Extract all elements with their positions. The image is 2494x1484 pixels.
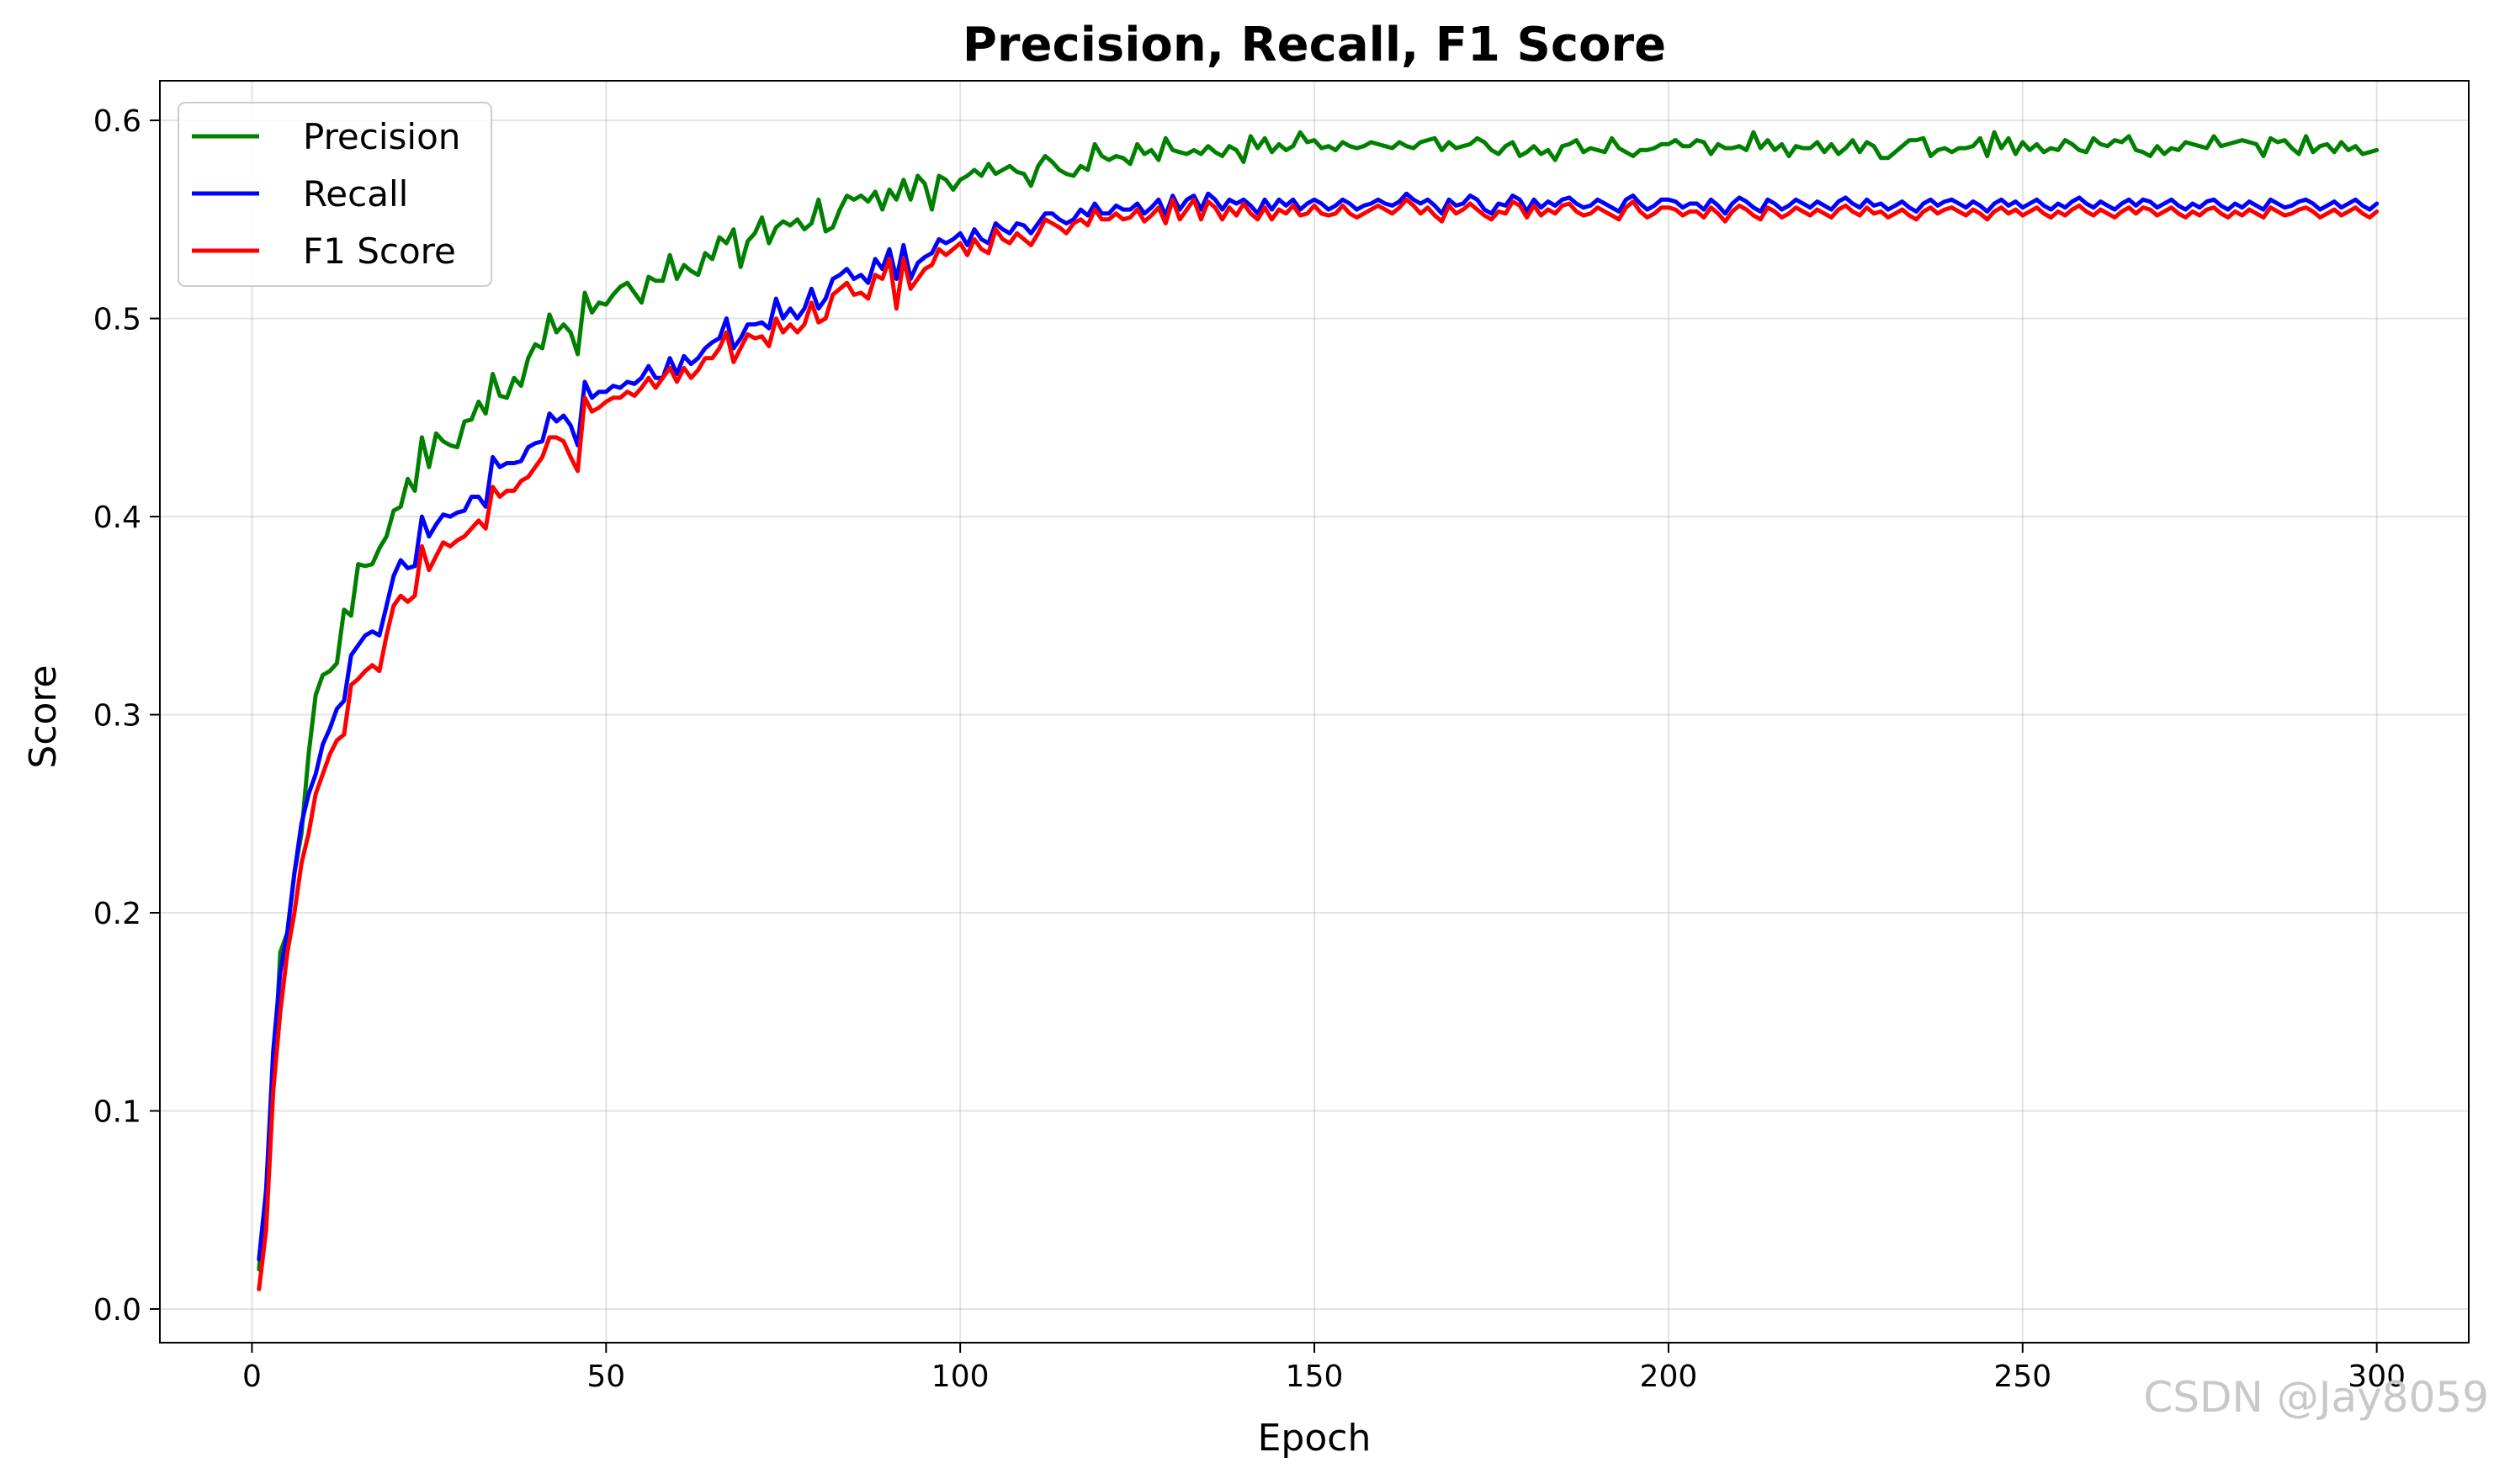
y-tick-label-2: 0.2	[93, 897, 141, 931]
x-axis-label: Epoch	[1258, 1417, 1372, 1460]
chart-title: Precision, Recall, F1 Score	[963, 18, 1666, 72]
legend-label-recall: Recall	[303, 173, 408, 215]
legend: Precision Recall F1 Score	[178, 102, 492, 287]
series-group	[257, 130, 2380, 1291]
series-line-f1-score	[257, 197, 2380, 1291]
x-tick-label-150: 150	[1286, 1359, 1344, 1394]
x-tick-label-100: 100	[931, 1359, 990, 1394]
x-tick-label-300: 300	[2348, 1359, 2406, 1394]
x-tick-label-200: 200	[1640, 1359, 1698, 1394]
y-tick-label-4: 0.4	[93, 501, 141, 535]
y-tick-label-6: 0.6	[93, 104, 141, 139]
x-tick-label-50: 50	[586, 1359, 625, 1394]
y-axis-ticks: 0.0 0.1 0.2 0.3 0.4 0.5 0.6	[93, 104, 160, 1328]
legend-label-precision: Precision	[303, 116, 460, 157]
y-tick-label-3: 0.3	[93, 699, 141, 734]
series-line-recall	[257, 191, 2380, 1262]
y-axis-label: Score	[22, 665, 65, 768]
legend-box	[178, 102, 492, 287]
legend-label-f1-score: F1 Score	[303, 231, 456, 272]
y-tick-label-1: 0.1	[93, 1094, 141, 1129]
series-line-precision	[257, 130, 2380, 1272]
grid	[160, 81, 2469, 1343]
x-axis-ticks: 0 50 100 150 200 250 300	[242, 1343, 2406, 1394]
watermark: CSDN @Jay8059	[2143, 1373, 2489, 1422]
x-tick-label-0: 0	[242, 1359, 262, 1394]
y-tick-label-0: 0.0	[93, 1293, 141, 1328]
y-tick-label-5: 0.5	[93, 303, 141, 337]
x-tick-label-250: 250	[1993, 1359, 2051, 1394]
